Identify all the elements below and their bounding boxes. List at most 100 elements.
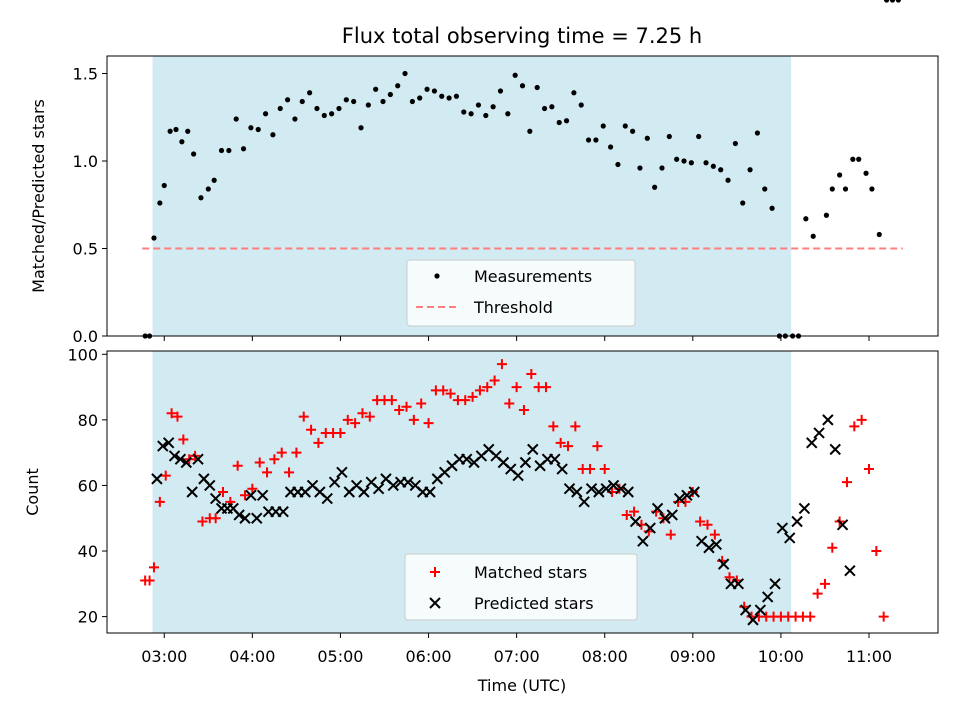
- matched-star-point: [489, 375, 500, 386]
- legend-matched-label: Matched stars: [474, 563, 587, 582]
- measurement-point: [556, 119, 562, 126]
- measurement-point: [769, 205, 775, 211]
- legend-x-marker: [429, 597, 441, 609]
- measurement-point: [205, 186, 211, 192]
- y-tick-label: 1.0: [73, 152, 98, 171]
- bottom-axes-frame: [106, 350, 939, 634]
- predicted-star-point: [607, 479, 620, 492]
- bottom-legend: Matched stars Predicted stars: [404, 553, 638, 621]
- matched-star-point: [629, 506, 640, 517]
- matched-star-point: [570, 421, 581, 432]
- matched-star-point: [178, 434, 189, 445]
- measurement-point: [179, 139, 185, 145]
- measurement-point: [884, 0, 890, 3]
- predicted-star-point: [174, 453, 187, 465]
- predicted-star-point: [844, 564, 856, 577]
- predicted-star-point: [461, 453, 473, 465]
- predicted-star-point: [769, 578, 781, 590]
- matched-star-point: [217, 487, 228, 497]
- measurement-point: [277, 105, 283, 112]
- predicted-star-point: [387, 479, 400, 492]
- predicted-star-point: [239, 512, 251, 524]
- x-tick-label: 06:00: [405, 647, 451, 666]
- predicted-star-point: [644, 522, 656, 534]
- legend-dot-marker: [434, 273, 440, 279]
- measurement-point: [167, 128, 173, 134]
- predicted-star-point: [806, 437, 818, 449]
- predicted-star-point: [556, 463, 568, 475]
- measurement-point: [519, 83, 526, 89]
- matched-star-point: [518, 405, 529, 416]
- measurement-point: [829, 186, 835, 192]
- predicted-star-point: [168, 450, 181, 462]
- measurement-point: [659, 165, 665, 171]
- measurement-point: [409, 98, 415, 105]
- matched-star-point: [240, 490, 251, 501]
- measurement-point: [607, 144, 614, 150]
- measurement-point: [161, 182, 167, 189]
- matched-star-point: [827, 542, 838, 553]
- measurement-point: [869, 186, 875, 192]
- predicted-star-point: [549, 453, 561, 465]
- predicted-star-point: [585, 483, 598, 495]
- matched-stars-points: [140, 359, 889, 622]
- matched-star-point: [695, 516, 706, 527]
- x-axis-label: Time (UTC): [477, 676, 566, 695]
- predicted-star-point: [424, 486, 436, 498]
- measurement-point: [240, 146, 247, 152]
- top-y-ticks: 0.0 0.5 1.0 1.5: [73, 65, 107, 346]
- measurement-point: [329, 111, 335, 117]
- top-y-axis-label: Matched/Predicted stars: [29, 99, 48, 293]
- measurement-point: [681, 158, 687, 164]
- matched-star-point: [863, 464, 874, 475]
- y-tick-label: 0.0: [73, 327, 98, 346]
- matched-star-point: [438, 385, 449, 396]
- measurement-point: [424, 86, 430, 92]
- matched-star-point: [232, 460, 243, 471]
- measurement-point: [571, 90, 577, 96]
- matched-star-point: [621, 509, 632, 520]
- measurement-point: [157, 200, 163, 206]
- matched-star-point: [841, 477, 852, 488]
- measurement-point: [549, 104, 555, 110]
- measurement-point: [439, 93, 445, 99]
- measurement-point: [762, 186, 768, 192]
- measurement-point: [248, 125, 254, 131]
- predicted-star-point: [754, 604, 767, 616]
- predicted-star-point: [791, 515, 803, 528]
- measurement-point: [218, 147, 225, 154]
- measurement-point: [417, 95, 423, 101]
- predicted-star-point: [527, 443, 539, 456]
- predicted-star-point: [519, 456, 532, 469]
- measurement-point: [541, 105, 548, 112]
- predicted-star-point: [593, 486, 605, 498]
- y-tick-label: 60: [78, 476, 98, 495]
- measurement-point: [365, 102, 371, 108]
- matched-star-point: [172, 411, 183, 422]
- measurement-point: [343, 97, 349, 103]
- x-tick-label: 07:00: [494, 647, 540, 666]
- measurement-point: [710, 163, 716, 169]
- matched-star-point: [856, 414, 867, 425]
- measurement-point: [299, 98, 305, 105]
- measurement-point: [637, 165, 643, 171]
- predicted-star-point: [688, 486, 700, 498]
- matched-star-point: [154, 496, 165, 507]
- measurement-point: [226, 147, 232, 154]
- predicted-star-point: [622, 486, 634, 498]
- predicted-star-point: [563, 483, 576, 495]
- measurement-point: [876, 231, 882, 238]
- predicted-star-point: [372, 483, 385, 495]
- predicted-star-point: [336, 466, 348, 479]
- predicted-star-point: [321, 492, 333, 505]
- measurement-point: [314, 105, 320, 112]
- matched-star-point: [709, 529, 720, 540]
- x-tick-label: 08:00: [582, 647, 628, 666]
- predicted-star-point: [673, 492, 686, 505]
- measurement-point: [703, 160, 709, 166]
- matched-star-point: [540, 382, 551, 393]
- predicted-star-point: [681, 489, 693, 501]
- measurement-point: [696, 133, 702, 140]
- x-tick-label: 05:00: [317, 647, 363, 666]
